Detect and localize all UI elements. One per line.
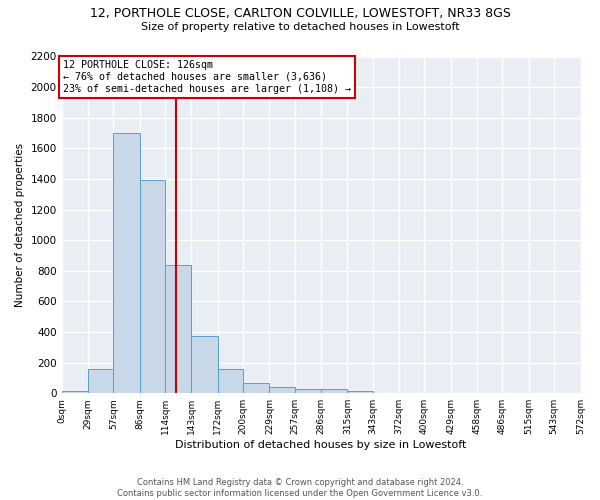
Text: 12 PORTHOLE CLOSE: 126sqm
← 76% of detached houses are smaller (3,636)
23% of se: 12 PORTHOLE CLOSE: 126sqm ← 76% of detac…: [64, 60, 352, 94]
Bar: [243, 384, 269, 393]
Bar: [113, 133, 140, 393]
Bar: [165, 266, 191, 393]
X-axis label: Distribution of detached houses by size in Lowestoft: Distribution of detached houses by size …: [175, 440, 467, 450]
Bar: [347, 391, 373, 393]
Bar: [218, 368, 243, 393]
Bar: [62, 391, 88, 393]
Bar: [140, 180, 165, 393]
Bar: [295, 388, 321, 393]
Bar: [88, 370, 113, 393]
Bar: [269, 388, 295, 393]
Text: Size of property relative to detached houses in Lowestoft: Size of property relative to detached ho…: [140, 22, 460, 32]
Bar: [321, 389, 347, 393]
Text: Contains HM Land Registry data © Crown copyright and database right 2024.
Contai: Contains HM Land Registry data © Crown c…: [118, 478, 482, 498]
Y-axis label: Number of detached properties: Number of detached properties: [15, 143, 25, 307]
Bar: [191, 336, 218, 393]
Text: 12, PORTHOLE CLOSE, CARLTON COLVILLE, LOWESTOFT, NR33 8GS: 12, PORTHOLE CLOSE, CARLTON COLVILLE, LO…: [89, 8, 511, 20]
